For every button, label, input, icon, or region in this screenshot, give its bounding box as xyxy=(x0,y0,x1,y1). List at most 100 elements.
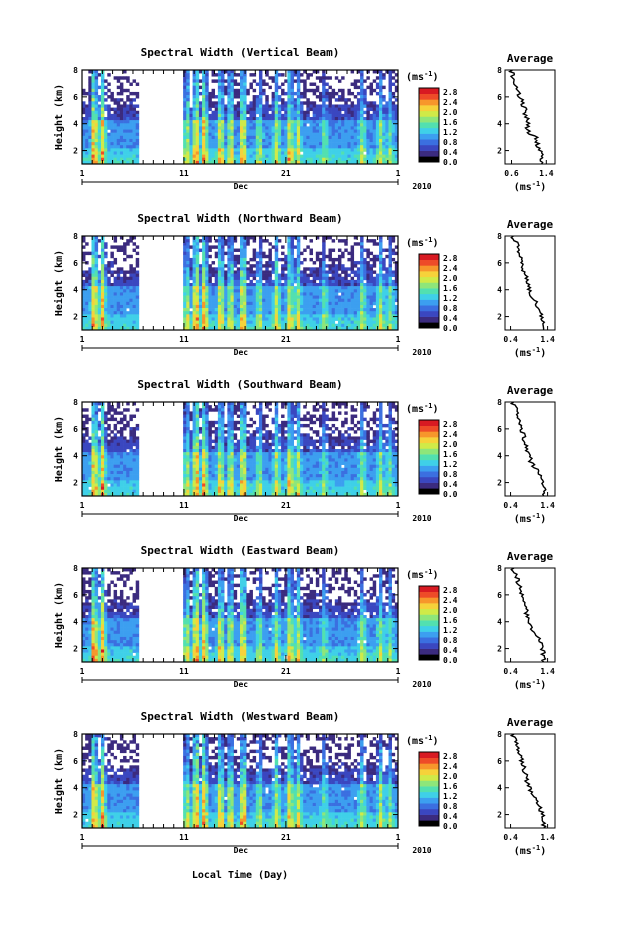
heatmap-cell xyxy=(350,283,355,287)
colorbar-tick-label: 0.0 xyxy=(443,158,458,167)
heatmap-cell xyxy=(107,117,111,121)
heatmap-cell xyxy=(360,320,364,325)
profile-x-tick-label: 0.4 xyxy=(503,335,518,344)
heatmap-cell xyxy=(94,151,99,155)
heatmap-cell xyxy=(104,308,108,312)
heatmap-cell xyxy=(85,439,89,444)
heatmap-cell xyxy=(119,276,124,281)
heatmap-cell xyxy=(91,279,95,284)
heatmap-cell xyxy=(391,135,396,140)
heatmap-cell xyxy=(123,270,127,274)
heatmap-cell xyxy=(309,126,313,130)
heatmap-cell xyxy=(88,129,92,133)
heatmap-cell xyxy=(135,257,140,262)
heatmap-cell xyxy=(388,298,392,303)
heatmap-cell xyxy=(265,276,269,281)
heatmap-cell xyxy=(391,151,396,155)
heatmap-cell xyxy=(104,154,108,159)
heatmap-cell xyxy=(82,458,86,462)
heatmap-cell xyxy=(331,132,336,137)
heatmap-cell xyxy=(296,70,301,74)
heatmap-cell xyxy=(258,151,263,155)
heatmap-cell xyxy=(82,311,86,315)
heatmap-cell xyxy=(113,245,118,249)
heatmap-cell xyxy=(132,483,137,487)
heatmap-cell xyxy=(97,142,102,146)
heatmap-cell xyxy=(104,129,108,133)
heatmap-cell xyxy=(195,317,200,321)
heatmap-cell xyxy=(341,138,345,143)
heatmap-cell xyxy=(183,135,187,140)
heatmap-cell xyxy=(82,279,86,284)
heatmap-cell xyxy=(100,314,105,318)
heatmap-cell xyxy=(189,120,193,124)
heatmap-cell xyxy=(85,286,89,290)
heatmap-cell xyxy=(123,257,127,262)
heatmap-cell xyxy=(100,135,105,140)
heatmap-cell xyxy=(221,113,225,118)
heatmap-cell xyxy=(369,320,374,325)
heatmap-cell xyxy=(198,292,203,296)
heatmap-cell xyxy=(337,145,342,149)
heatmap-cell xyxy=(85,477,89,481)
heatmap-cell xyxy=(319,276,323,281)
heatmap-cell xyxy=(116,464,121,469)
heatmap-cell xyxy=(211,267,216,271)
heatmap-cell xyxy=(224,251,228,256)
heatmap-cell xyxy=(183,286,187,290)
heatmap-cell xyxy=(246,129,250,133)
heatmap-cell xyxy=(372,113,377,118)
heatmap-cell xyxy=(94,442,99,447)
heatmap-cell xyxy=(233,276,238,281)
heatmap-cell xyxy=(233,126,238,130)
heatmap-cell xyxy=(319,301,323,306)
heatmap-cell xyxy=(341,95,345,99)
heatmap-cell xyxy=(353,145,358,149)
heatmap-cell xyxy=(300,95,304,99)
heatmap-cell xyxy=(300,273,304,278)
heatmap-cell xyxy=(388,98,392,102)
heatmap-cell xyxy=(202,95,206,99)
heatmap-cell xyxy=(369,289,374,293)
heatmap-cell xyxy=(325,104,329,108)
heatmap-cell xyxy=(328,301,332,306)
heatmap-cell xyxy=(394,145,399,149)
heatmap-cell xyxy=(287,267,291,271)
heatmap-cell xyxy=(344,123,348,127)
heatmap-cell xyxy=(303,95,307,99)
heatmap-cell xyxy=(129,464,133,469)
heatmap-cell xyxy=(107,442,111,447)
heatmap-cell xyxy=(347,279,351,284)
heatmap-cell xyxy=(375,295,380,299)
heatmap-cell xyxy=(388,157,392,162)
heatmap-cell xyxy=(325,148,329,152)
heatmap-cell xyxy=(277,311,282,315)
heatmap-cell xyxy=(315,132,320,137)
heatmap-cell xyxy=(388,261,392,265)
heatmap-cell xyxy=(391,82,396,86)
heatmap-cell xyxy=(91,314,95,318)
heatmap-cell xyxy=(202,138,206,143)
heatmap-cell xyxy=(369,323,374,328)
heatmap-cell xyxy=(135,135,140,140)
heatmap-cell xyxy=(262,82,266,86)
heatmap-cell xyxy=(208,308,212,312)
heatmap-cell xyxy=(246,104,250,108)
heatmap-cell xyxy=(110,408,114,412)
heatmap-cell xyxy=(290,279,295,284)
heatmap-cell xyxy=(274,261,279,265)
heatmap-cell xyxy=(271,151,276,155)
heatmap-cell xyxy=(224,110,228,115)
heatmap-cell xyxy=(306,295,310,299)
heatmap-cell xyxy=(347,160,351,165)
panel-2: Spectral Width (Northward Beam)8642Heigh… xyxy=(53,212,556,359)
heatmap-cell xyxy=(240,273,244,278)
heatmap-cell xyxy=(277,314,282,318)
heatmap-cell xyxy=(97,295,102,299)
heatmap-cell xyxy=(217,276,222,281)
heatmap-cell xyxy=(243,88,247,93)
heatmap-cell xyxy=(97,304,102,309)
heatmap-cell xyxy=(240,157,244,162)
heatmap-cell xyxy=(94,470,99,475)
heatmap-cell xyxy=(309,320,313,325)
